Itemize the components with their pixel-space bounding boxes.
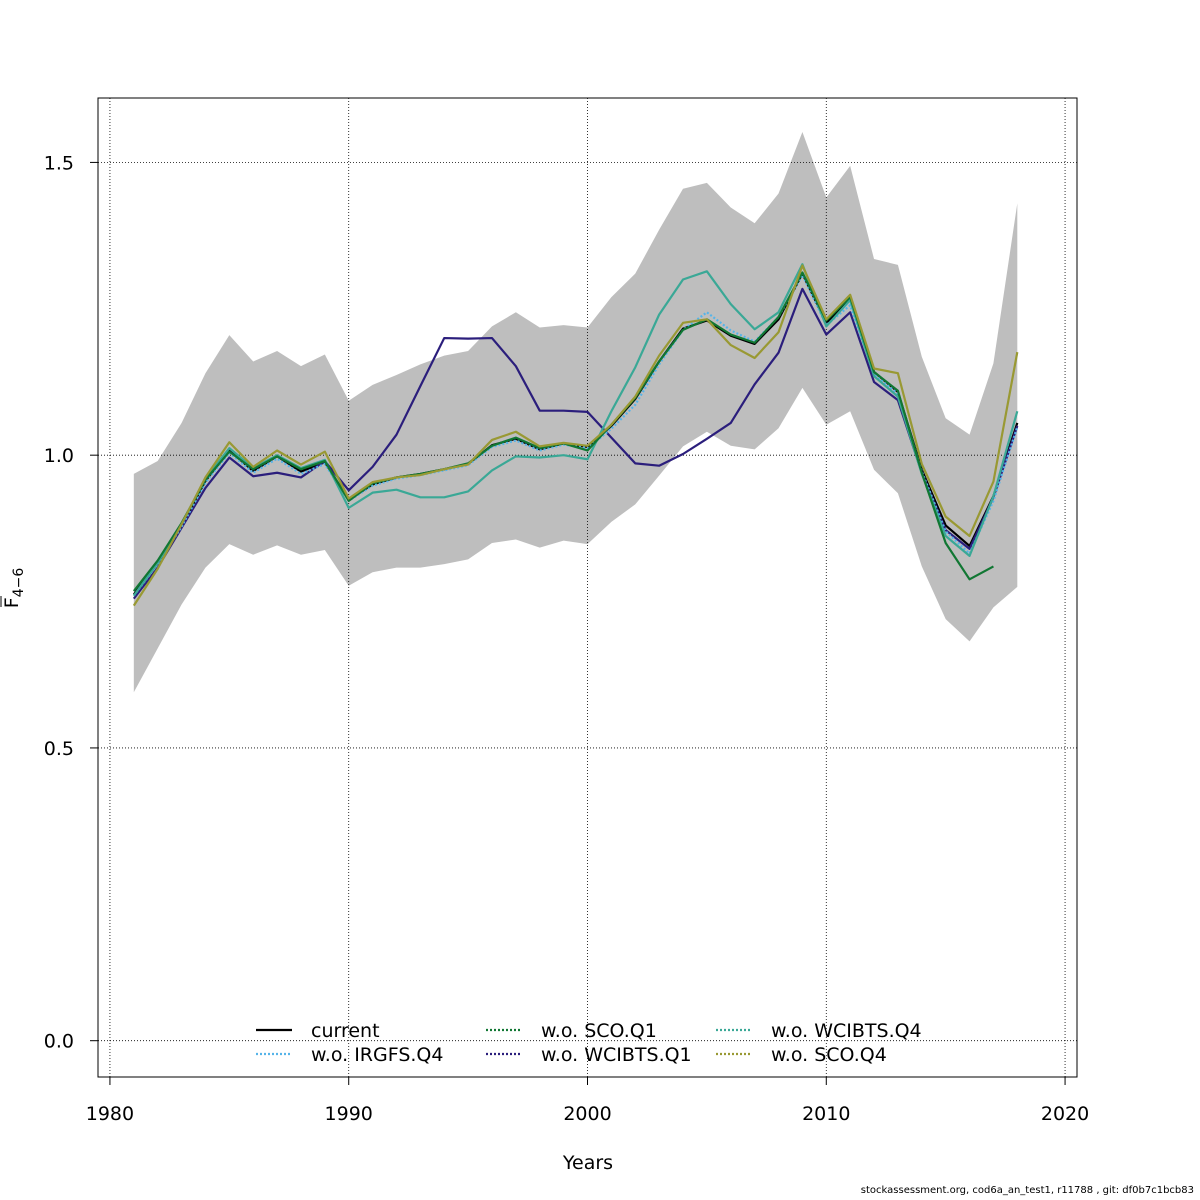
x-tick-label: 1990 (325, 1103, 373, 1125)
y-axis-title-main: F (1, 597, 23, 608)
legend-label: w.o. SCO.Q4 (771, 1044, 887, 1066)
legend-label: w.o. WCIBTS.Q4 (771, 1020, 922, 1042)
series-line-5 (132, 264, 1019, 607)
legend-label: w.o. WCIBTS.Q1 (541, 1044, 692, 1066)
y-axis-title: F4−6 (0, 568, 27, 609)
x-tick-label: 2010 (802, 1103, 850, 1125)
y-tick-label: 1.0 (44, 445, 74, 467)
y-axis: 0.0 0.5 1.0 1.5 (44, 152, 99, 1053)
x-tick-label: 1980 (86, 1103, 134, 1125)
series-layer (132, 263, 1019, 607)
x-axis: 1980 1990 2000 2010 2020 (86, 1076, 1089, 1125)
x-tick-label: 2020 (1041, 1103, 1089, 1125)
footer-credit: stockassessment.org, cod6a_an_test1, r11… (860, 1185, 1194, 1196)
x-tick-label: 2000 (563, 1103, 611, 1125)
grid-layer (98, 98, 1077, 1077)
legend-label: current (311, 1020, 380, 1042)
series-line-1 (132, 287, 1019, 600)
y-tick-label: 0.5 (44, 738, 74, 760)
y-tick-label: 1.5 (44, 152, 74, 174)
y-axis-title-sub: 4−6 (11, 568, 27, 598)
legend-label: w.o. IRGFS.Q4 (311, 1044, 443, 1066)
legend-label: w.o. SCO.Q1 (541, 1020, 657, 1042)
svg-text:F4−6: F4−6 (1, 568, 27, 609)
y-tick-label: 0.0 (44, 1031, 74, 1053)
x-axis-title: Years (562, 1152, 613, 1174)
